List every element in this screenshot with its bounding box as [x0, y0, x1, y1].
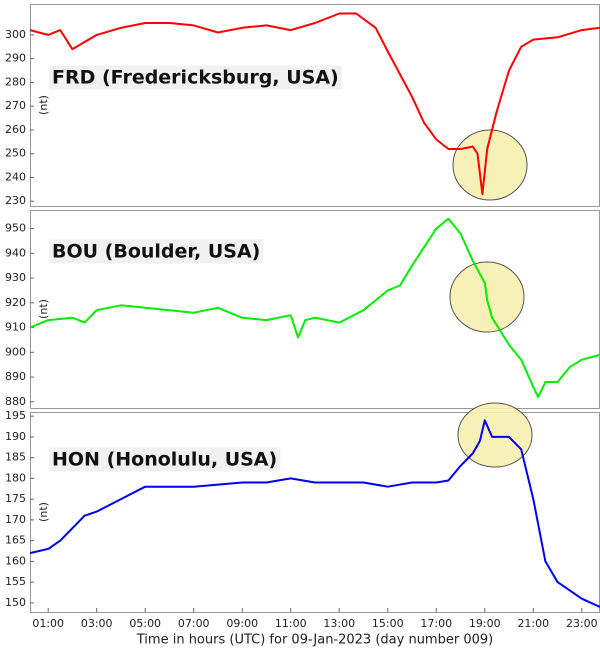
x-tick-label: 09:00	[226, 617, 258, 630]
y-tick-label: 155	[5, 575, 26, 588]
y-tick-label: 190	[5, 430, 26, 443]
y-tick-label: 250	[5, 147, 26, 160]
y-tick-label: 195	[5, 409, 26, 422]
y-axis-label: (nt)	[37, 95, 50, 115]
x-tick-label: 11:00	[275, 617, 307, 630]
data-line	[29, 12, 600, 196]
y-tick-label: 290	[5, 52, 26, 65]
data-line	[29, 217, 600, 398]
x-tick-label: 07:00	[178, 617, 210, 630]
y-tick-label: 165	[5, 534, 26, 547]
title-bg	[49, 65, 342, 90]
y-tick-label: 900	[5, 345, 26, 358]
x-axis-label: Time in hours (UTC) for 09-Jan-2023 (day…	[136, 633, 493, 648]
x-tick-label: 03:00	[81, 617, 113, 630]
title-bg	[49, 239, 264, 264]
y-tick-label: 185	[5, 451, 26, 464]
highlight-circle	[457, 402, 533, 468]
y-tick-label: 230	[5, 194, 26, 207]
y-tick-label: 260	[5, 123, 26, 136]
y-tick-label: 950	[5, 222, 26, 235]
x-tick-label: 21:00	[517, 617, 549, 630]
y-axis-label: (nt)	[37, 502, 50, 522]
y-tick-label: 270	[5, 99, 26, 112]
x-tick-label: 17:00	[420, 617, 452, 630]
y-tick-label: 175	[5, 492, 26, 505]
x-tick-label: 01:00	[32, 617, 64, 630]
x-tick-label: 23:00	[566, 617, 598, 630]
x-tick-label: 13:00	[323, 617, 355, 630]
data-line	[29, 419, 600, 608]
y-tick-label: 240	[5, 170, 26, 183]
x-tick-label: 15:00	[372, 617, 404, 630]
x-tick-label: 05:00	[129, 617, 161, 630]
y-tick-label: 940	[5, 246, 26, 259]
y-tick-label: 880	[5, 395, 26, 408]
title-bg	[49, 447, 281, 472]
y-tick-label: 910	[5, 321, 26, 334]
y-tick-label: 920	[5, 296, 26, 309]
panel-title: BOU (Boulder, USA)	[52, 241, 260, 263]
panel-title: HON (Honolulu, USA)	[52, 449, 277, 471]
y-tick-label: 160	[5, 554, 26, 567]
y-tick-label: 930	[5, 271, 26, 284]
y-axis-label: (nt)	[37, 299, 50, 319]
panel-title: FRD (Fredericksburg, USA)	[52, 67, 339, 89]
y-tick-label: 300	[5, 28, 26, 41]
y-tick-label: 150	[5, 596, 26, 609]
y-tick-label: 180	[5, 471, 26, 484]
x-tick-label: 19:00	[469, 617, 501, 630]
y-tick-label: 280	[5, 75, 26, 88]
y-tick-label: 170	[5, 513, 26, 526]
y-tick-label: 890	[5, 370, 26, 383]
